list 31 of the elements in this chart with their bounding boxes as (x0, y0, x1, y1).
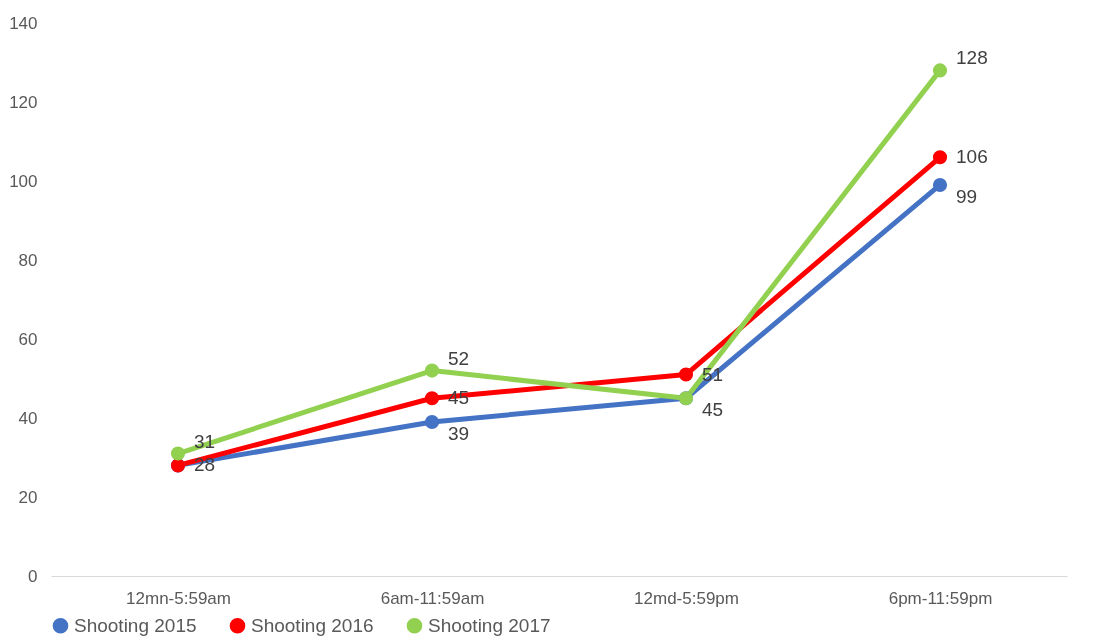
point (170, 446, 186, 461)
point (424, 391, 440, 406)
point (932, 150, 948, 165)
legend-label: Shooting 2015 (74, 614, 197, 636)
legend-label: Shooting 2017 (428, 614, 551, 636)
data-label: 39 (448, 422, 470, 444)
y-tick-label: 120 (9, 92, 38, 112)
point (678, 367, 694, 382)
point (932, 177, 948, 193)
y-tick-label: 40 (18, 408, 38, 428)
y-tick-label: 0 (28, 566, 38, 586)
point (932, 63, 948, 78)
point (424, 414, 440, 430)
data-label: 45 (448, 387, 470, 409)
data-label: 45 (702, 399, 724, 421)
y-tick-label: 80 (18, 250, 38, 270)
x-tick-label: 12mn-5:59am (126, 588, 231, 608)
legend-label: Shooting 2016 (251, 614, 374, 636)
data-label: 106 (956, 146, 988, 168)
y-tick-label: 140 (9, 13, 38, 33)
data-label: 51 (702, 363, 724, 385)
x-tick-label: 12md-5:59pm (634, 588, 739, 608)
point (424, 363, 440, 378)
x-tick-label: 6am-11:59am (380, 588, 485, 608)
data-label: 52 (448, 347, 470, 369)
y-tick-label: 60 (18, 329, 38, 349)
x-tick-label: 6pm-11:59pm (888, 588, 993, 608)
data-label: 128 (956, 47, 988, 69)
y-tick-label: 100 (9, 171, 38, 191)
y-tick-label: 20 (18, 487, 38, 507)
data-label: 99 (956, 185, 978, 207)
